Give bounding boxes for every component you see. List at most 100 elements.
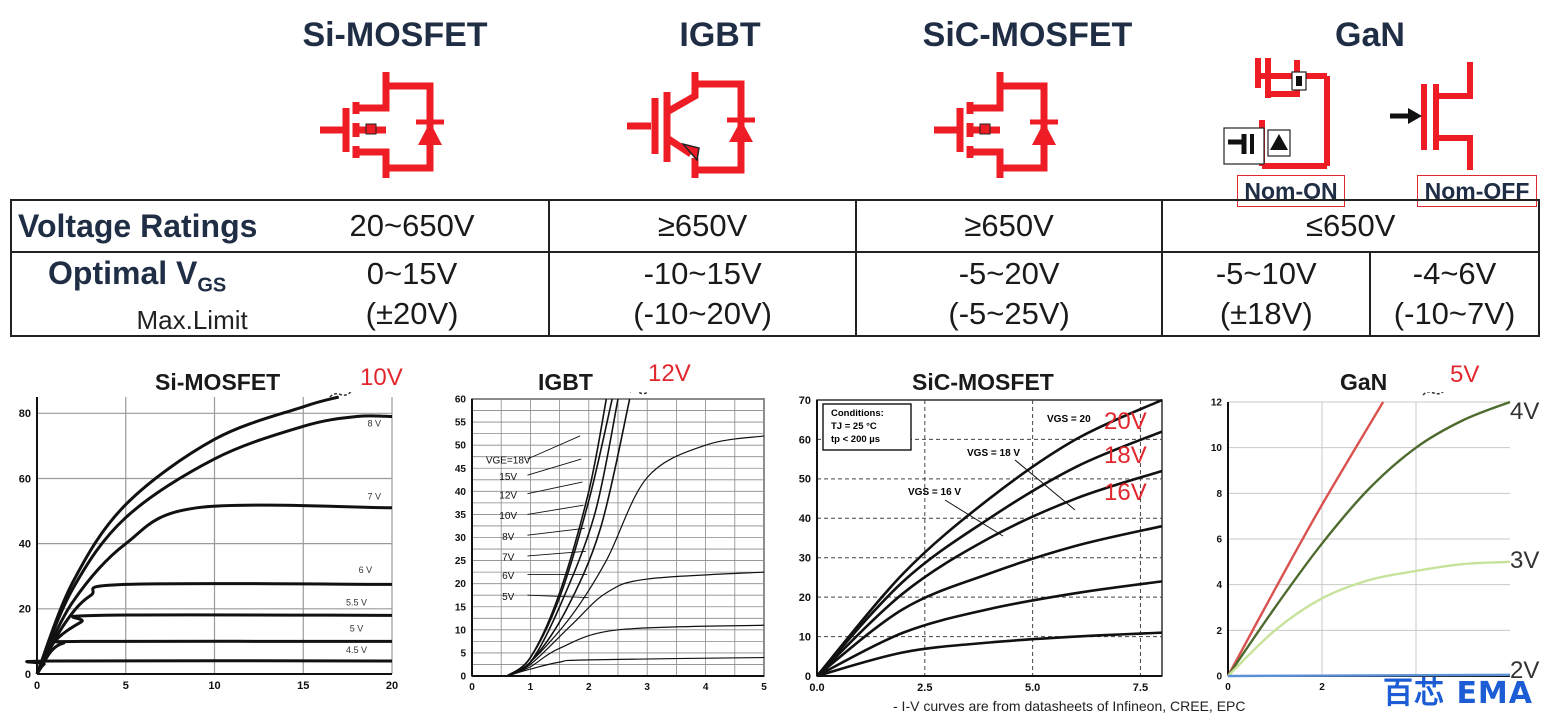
- sic-16v-label: 16V: [1104, 479, 1147, 506]
- chart-title-si: Si-MOSFET: [155, 369, 281, 395]
- y-tick-label: 55: [455, 418, 467, 429]
- si-mosfet-symbol-icon: [320, 72, 444, 178]
- x-tick-label: 0.0: [809, 682, 824, 694]
- series-line: [506, 398, 613, 677]
- y-tick-label: 12: [1211, 398, 1223, 409]
- vgs-si: 0~15V (±20V): [275, 250, 551, 338]
- y-tick-label: 0: [805, 671, 811, 683]
- label-leader: [527, 504, 584, 515]
- pointer-arrow: [329, 392, 352, 398]
- pointer-arrow: [1422, 392, 1444, 396]
- y-tick-label: 60: [19, 473, 31, 485]
- y-tick-label: 40: [19, 538, 31, 550]
- y-tick-label: 30: [455, 533, 467, 544]
- label-leader: [527, 594, 589, 598]
- y-tick-label: 10: [1211, 443, 1223, 454]
- series-label: VGS = 18 V: [967, 448, 1020, 459]
- series-line: [1226, 401, 1385, 677]
- y-tick-label: 30: [799, 553, 811, 565]
- y-tick-label: 10: [455, 625, 467, 636]
- sic-20v-label: 20V: [1104, 408, 1147, 435]
- voltage-si: 20~650V: [275, 199, 551, 253]
- chart-title-sic: SiC-MOSFET: [912, 369, 1054, 395]
- label-leader: [527, 527, 585, 536]
- series-line: [1227, 560, 1511, 677]
- y-tick-label: 40: [799, 513, 811, 525]
- x-tick-label: 7.5: [1133, 682, 1148, 694]
- y-tick-label: 45: [455, 464, 467, 475]
- y-tick-label: 20: [19, 604, 31, 616]
- series-label: 6 V: [359, 565, 373, 575]
- gan-gate-label: 5V: [1450, 361, 1480, 388]
- y-tick-label: 60: [799, 434, 811, 446]
- conditions-temp: TJ = 25 °C: [831, 421, 877, 432]
- vgs-gan-off: -4~6V (-10~7V): [1369, 250, 1540, 338]
- y-tick-label: 2: [1216, 626, 1222, 637]
- chart-si-mosfet: 0 5 10 15 20 0 20 40 60 80 8 V 7 V 6 V 5.5 V 5 V 4.5 V: [19, 392, 398, 692]
- x-tick-label: 20: [386, 680, 398, 692]
- conditions-pulse: tp < 200 µs: [831, 434, 880, 445]
- x-tick-label: 15: [297, 680, 309, 692]
- optimal-vgs-row-label: Optimal VGS Max.Limit: [10, 250, 276, 338]
- header-igbt: IGBT: [679, 16, 761, 54]
- y-tick-label: 70: [799, 395, 811, 407]
- optimal-vgs-label: Optimal VGS: [48, 255, 227, 297]
- series-label: VGS = 20: [1047, 414, 1091, 425]
- chart-title-igbt: IGBT: [538, 369, 593, 395]
- series-label: 5V: [502, 592, 515, 603]
- series-label: VGS = 16 V: [908, 487, 961, 498]
- voltage-sic: ≥650V: [854, 199, 1164, 253]
- series-line: [35, 503, 393, 675]
- vgs-sic: -5~20V (-5~25V): [854, 250, 1164, 338]
- pointer-arrow: [630, 392, 649, 395]
- series-label: 8V: [502, 532, 515, 543]
- x-tick-label: 1: [528, 682, 534, 693]
- series-line: [25, 659, 393, 675]
- series-line: [35, 639, 393, 675]
- y-tick-label: 60: [455, 395, 467, 406]
- si-gate-label: 10V: [360, 364, 403, 391]
- max-limit-label: Max.Limit: [136, 305, 248, 336]
- voltage-igbt: ≥650V: [548, 199, 857, 253]
- x-tick-label: 0: [469, 682, 475, 693]
- series-line: [35, 582, 393, 675]
- conditions-title: Conditions:: [831, 408, 884, 419]
- series-label: 7 V: [367, 492, 381, 502]
- header-si-mosfet: Si-MOSFET: [302, 16, 488, 54]
- series-line: [816, 524, 1163, 678]
- y-tick-label: 10: [799, 631, 811, 643]
- y-tick-label: 20: [455, 579, 467, 590]
- label-leader: [1014, 459, 1076, 511]
- y-tick-label: 80: [19, 408, 31, 420]
- sic-18v-label: 18V: [1104, 442, 1147, 469]
- y-tick-label: 15: [455, 602, 467, 613]
- gan-2v-label: 2V: [1510, 657, 1540, 684]
- igbt-symbol-icon: [627, 72, 755, 178]
- x-tick-label: 5: [761, 682, 767, 693]
- series-label: 12V: [499, 490, 517, 501]
- x-tick-label: 5.0: [1025, 682, 1040, 694]
- series-label: 5 V: [350, 624, 364, 634]
- gan-nom-off-symbol-icon: [1390, 62, 1473, 170]
- series-label: 5.5 V: [346, 598, 367, 608]
- y-tick-label: 0: [460, 672, 466, 683]
- y-tick-label: 35: [455, 510, 467, 521]
- chart-gan: 0 2 0 2 4 6 8 10 12: [1211, 392, 1511, 693]
- vgs-gan-on: -5~10V (±18V): [1161, 250, 1372, 338]
- y-tick-label: 50: [799, 474, 811, 486]
- gan-4v-label: 4V: [1510, 398, 1540, 425]
- y-tick-label: 8: [1216, 489, 1222, 500]
- voltage-gan: ≤650V: [1161, 199, 1540, 253]
- y-tick-label: 6: [1216, 535, 1222, 546]
- series-label: 10V: [499, 511, 517, 522]
- y-tick-label: 0: [25, 669, 31, 681]
- series-line: [1227, 400, 1511, 677]
- series-line: [506, 656, 765, 677]
- series-line: [816, 398, 1163, 677]
- series-line: [816, 469, 1163, 677]
- y-tick-label: 5: [460, 648, 466, 659]
- series-line: [506, 435, 765, 677]
- x-tick-label: 0: [1225, 682, 1231, 693]
- chart-igbt: 0 1 2 3 4 5051015202530354045505560VGE=18V15V…: [455, 392, 767, 693]
- y-tick-label: 25: [455, 556, 467, 567]
